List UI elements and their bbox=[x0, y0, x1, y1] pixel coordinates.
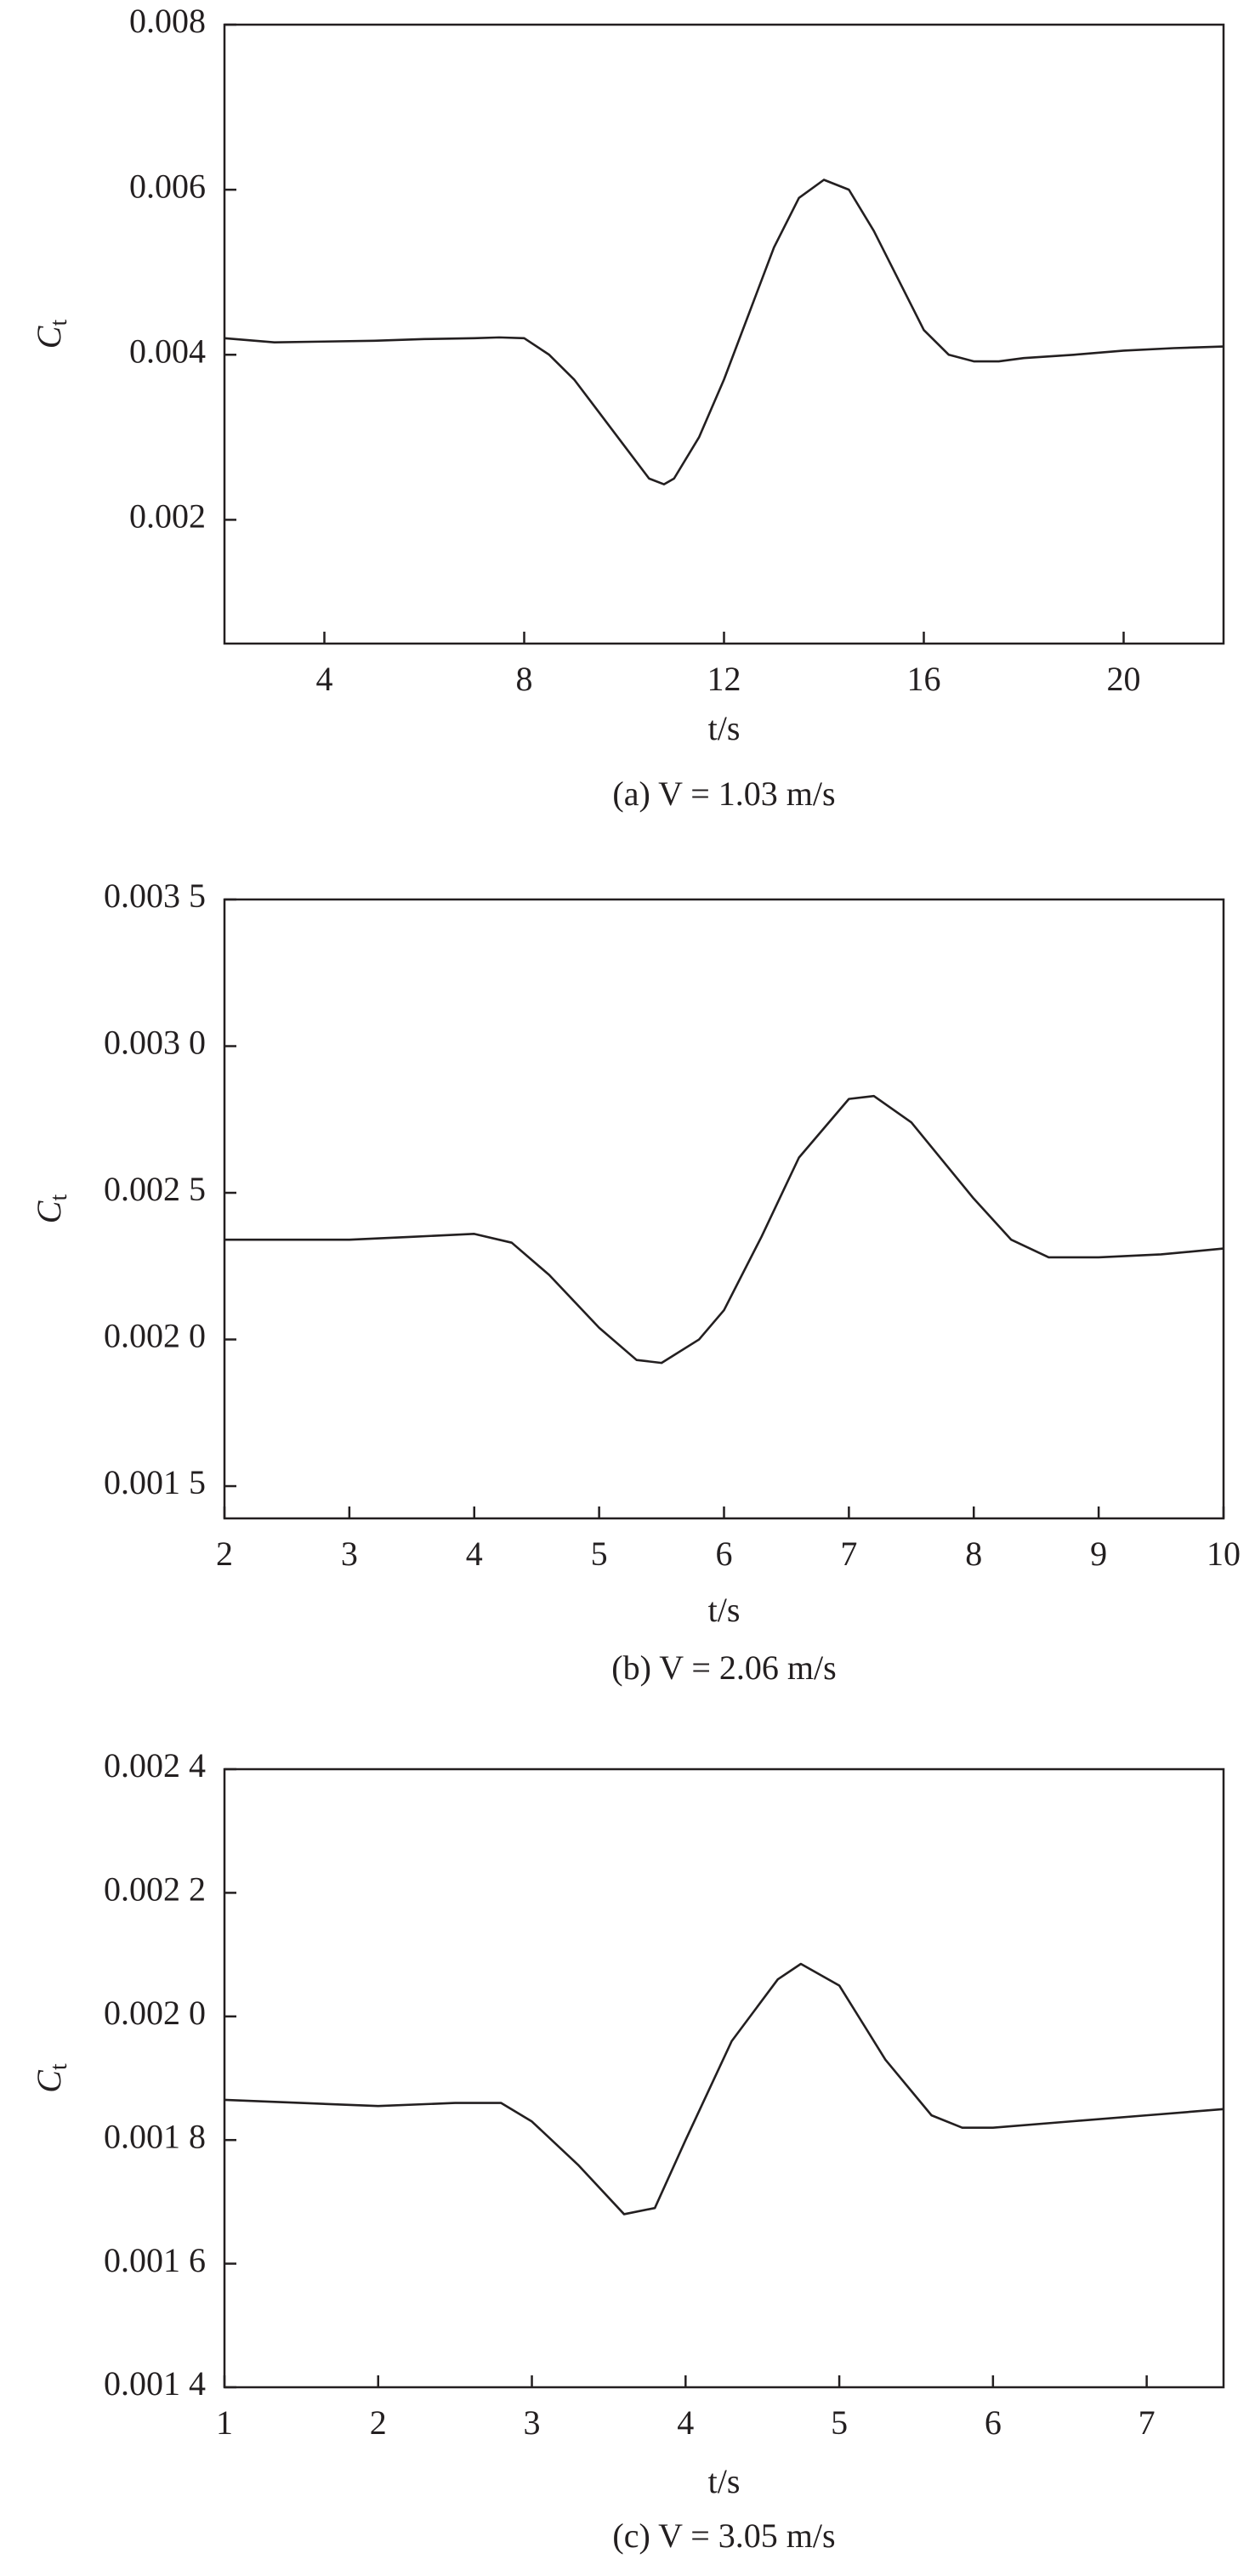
x-axis-label: t/s bbox=[708, 2462, 741, 2500]
plot-frame bbox=[223, 898, 1225, 1520]
x-tick-label: 10 bbox=[1207, 1535, 1241, 1573]
x-tick-label: 2 bbox=[370, 2403, 387, 2442]
caption: (a) V = 1.03 m/s bbox=[612, 775, 835, 813]
y-tick-label: 0.001 5 bbox=[104, 1463, 206, 1501]
x-tick-label: 3 bbox=[524, 2403, 541, 2442]
x-tick-label: 5 bbox=[831, 2403, 848, 2442]
x-tick-label: 3 bbox=[341, 1535, 358, 1573]
y-tick-label: 0.001 4 bbox=[104, 2364, 206, 2403]
y-tick-label: 0.008 bbox=[129, 2, 206, 40]
chart-panel: 0.002 0.004 0.006 0.008 4 8 12 16 20 Ct t/s (a) V =… bbox=[30, 2, 1225, 813]
x-tick-label: 1 bbox=[216, 2403, 233, 2442]
y-tick-label: 0.003 5 bbox=[104, 877, 206, 915]
y-tick-label: 0.002 4 bbox=[104, 1746, 206, 1784]
x-tick-label: 12 bbox=[707, 660, 741, 698]
x-tick-label: 2 bbox=[216, 1535, 233, 1573]
chart-panel: 0.001 5 0.002 0 0.002 5 0.003 0 0.003 5 2 3 4 5 6… bbox=[30, 877, 1241, 1687]
x-tick-label: 6 bbox=[716, 1535, 733, 1573]
chart-panel: 0.001 4 0.001 6 0.001 8 0.002 0 0.002 2 0.002… bbox=[30, 1746, 1225, 2555]
x-tick-label: 16 bbox=[907, 660, 941, 698]
y-axis-label-main: C bbox=[30, 325, 68, 349]
x-tick-label: 8 bbox=[516, 660, 533, 698]
x-tick-label: 7 bbox=[1139, 2403, 1156, 2442]
x-tick-label: 9 bbox=[1090, 1535, 1107, 1573]
y-tick-label: 0.002 0 bbox=[104, 1994, 206, 2032]
plot-frame bbox=[223, 1767, 1225, 2389]
x-tick-label: 4 bbox=[316, 660, 333, 698]
y-tick-label: 0.001 6 bbox=[104, 2241, 206, 2279]
x-tick-label: 5 bbox=[591, 1535, 608, 1573]
y-tick-label: 0.002 bbox=[129, 497, 206, 536]
y-axis-label: Ct bbox=[30, 320, 72, 349]
x-tick-label: 4 bbox=[677, 2403, 694, 2442]
x-tick-label: 20 bbox=[1107, 660, 1141, 698]
data-line bbox=[224, 1094, 1224, 1365]
plot-frame bbox=[223, 23, 1225, 645]
y-tick-label: 0.003 0 bbox=[104, 1024, 206, 1062]
y-axis-label-main: C bbox=[30, 1200, 68, 1223]
x-tick-label: 4 bbox=[466, 1535, 483, 1573]
y-axis-label-main: C bbox=[30, 2069, 68, 2093]
y-tick-label: 0.002 2 bbox=[104, 1870, 206, 1909]
y-tick-label: 0.001 8 bbox=[104, 2117, 206, 2155]
y-tick-label: 0.006 bbox=[129, 167, 206, 205]
x-axis-label: t/s bbox=[708, 709, 741, 747]
x-axis-label: t/s bbox=[708, 1591, 741, 1629]
data-line bbox=[224, 1962, 1224, 2216]
y-axis-label-subscript: t bbox=[46, 1194, 72, 1201]
data-line bbox=[224, 179, 1224, 485]
x-tick-label: 7 bbox=[840, 1535, 857, 1573]
y-axis-label-subscript: t bbox=[46, 320, 72, 326]
y-axis-label: Ct bbox=[30, 1194, 72, 1224]
x-tick-label: 8 bbox=[965, 1535, 982, 1573]
y-tick-label: 0.002 0 bbox=[104, 1317, 206, 1355]
caption: (b) V = 2.06 m/s bbox=[611, 1648, 836, 1687]
x-tick-label: 6 bbox=[985, 2403, 1002, 2442]
y-axis-label: Ct bbox=[30, 2063, 72, 2093]
y-tick-label: 0.004 bbox=[129, 332, 206, 370]
y-axis-label-subscript: t bbox=[46, 2063, 72, 2070]
caption: (c) V = 3.05 m/s bbox=[612, 2516, 835, 2555]
y-tick-label: 0.002 5 bbox=[104, 1170, 206, 1208]
